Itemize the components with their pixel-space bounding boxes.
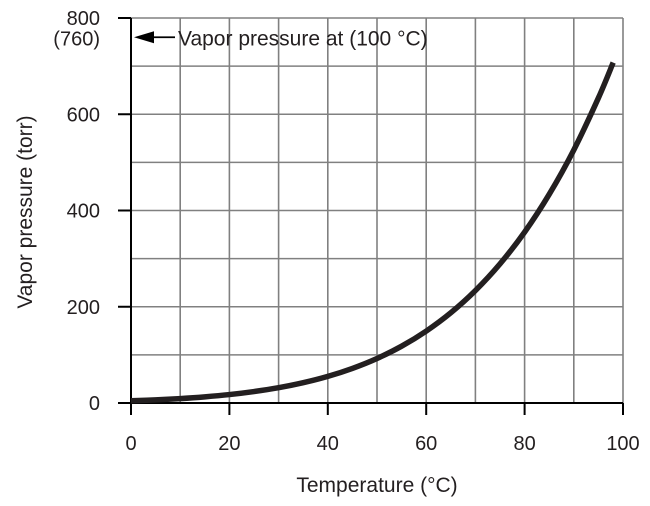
x-tick-label: 0 [125, 433, 136, 455]
grid-lines [131, 17, 624, 403]
annotation-text: Vapor pressure at (100 °C) [178, 27, 428, 50]
x-tick-label: 100 [606, 433, 639, 455]
axes [118, 17, 624, 415]
x-tick-label: 80 [513, 433, 535, 455]
x-axis-title: Temperature (°C) [296, 474, 457, 497]
y-axis-title: Vapor pressure (torr) [14, 115, 37, 308]
vapor-pressure-curve [130, 61, 616, 404]
y-tick-label: 400 [67, 201, 100, 223]
arrow-left-icon [134, 31, 154, 44]
x-tick-label: 40 [317, 433, 339, 455]
x-tick-label: 60 [415, 433, 437, 455]
x-tick-label: 20 [218, 433, 240, 455]
y-tick-label: 600 [67, 104, 100, 126]
y-tick-label-760: (760) [53, 28, 100, 50]
y-tick-label: 200 [67, 297, 100, 319]
tick-labels: 0 20 40 60 80 100 0 200 400 600 800 [67, 8, 640, 455]
y-tick-label: 800 [67, 8, 100, 30]
annotation-760: Vapor pressure at (100 °C) [134, 27, 428, 50]
y-tick-label: 0 [89, 393, 100, 415]
